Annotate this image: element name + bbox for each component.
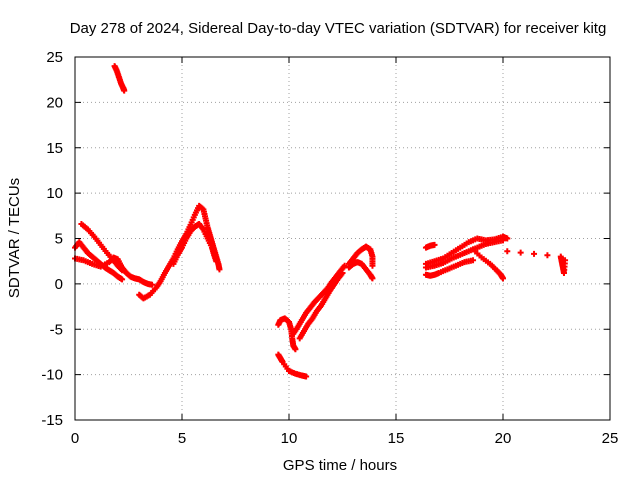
data-points	[72, 63, 569, 380]
y-tick-label: 0	[55, 276, 63, 293]
series-morning-track-c	[72, 254, 156, 288]
y-tick-label: 5	[55, 231, 63, 248]
data-point	[216, 266, 223, 273]
series-climb-track-b	[296, 269, 346, 342]
data-point	[369, 275, 376, 282]
x-tick-label: 25	[602, 430, 619, 447]
chart-title: Day 278 of 2024, Sidereal Day-to-day VTE…	[70, 20, 607, 37]
y-tick-label: 15	[46, 140, 63, 157]
series-evening-start	[422, 241, 438, 251]
data-point	[504, 248, 511, 255]
series-cluster-13h-b	[345, 259, 376, 282]
y-tick-label: -10	[41, 367, 63, 384]
x-tick-label: 0	[71, 430, 79, 447]
data-point	[213, 258, 220, 265]
x-tick-label: 5	[178, 430, 186, 447]
x-tick-label: 20	[495, 430, 512, 447]
data-point	[544, 252, 551, 259]
data-point	[119, 276, 126, 283]
data-point	[292, 346, 299, 353]
y-tick-label: 20	[46, 94, 63, 111]
tick-labels: 0 5 10 15 20 25 -15 -10 -5 0 5 10 15 20 25	[41, 49, 618, 447]
x-axis-label: GPS time / hours	[283, 457, 397, 474]
series-early-high	[111, 63, 128, 94]
data-point	[339, 269, 346, 276]
data-point	[517, 249, 524, 256]
series-evening-track-a	[422, 233, 511, 267]
data-point	[369, 262, 376, 269]
axis-ticks	[74, 56, 611, 421]
data-point	[504, 235, 511, 242]
data-point	[470, 257, 477, 264]
data-point	[562, 257, 569, 264]
series-cluster-13h-a	[345, 243, 376, 269]
data-point	[149, 281, 156, 288]
data-point	[121, 87, 128, 94]
y-tick-label: 10	[46, 185, 63, 202]
data-point	[341, 262, 348, 269]
y-tick-label: -5	[50, 321, 63, 338]
data-point	[531, 250, 538, 257]
series-late-isolated	[504, 248, 569, 276]
data-point	[500, 275, 506, 282]
data-point	[303, 373, 310, 380]
series-evening-descend	[470, 246, 506, 282]
y-axis-label: SDTVAR / TECUs	[6, 178, 23, 298]
series-peak-lower-branch	[170, 220, 220, 267]
data-point	[500, 237, 506, 244]
data-point	[431, 241, 438, 248]
series-dip-track	[275, 315, 299, 353]
series-evening-low	[422, 257, 477, 279]
y-tick-label: -15	[41, 412, 63, 429]
x-tick-label: 10	[281, 430, 298, 447]
y-tick-label: 25	[46, 49, 63, 66]
series-late-evening-low	[275, 351, 310, 380]
x-tick-label: 15	[388, 430, 405, 447]
grid-lines	[75, 57, 610, 420]
